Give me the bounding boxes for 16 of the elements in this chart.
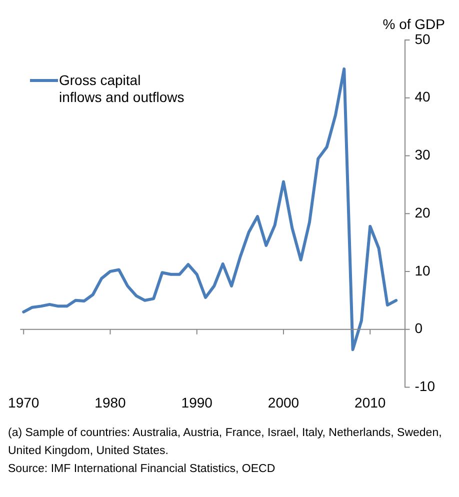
x-tick-label: 1980 (94, 394, 126, 410)
text: (a) Sample of countries: Australia, Austria, France, Israel, Italy, Netherlands, Sweden, United Kingdom, United States. (8, 426, 443, 459)
y-tick-label: 30 (414, 146, 431, 163)
x-tick-label: 2010 (354, 394, 386, 410)
y-tick-label: 10 (414, 262, 431, 278)
y-tick-label: 0 (414, 320, 423, 336)
x-tick-label: 2000 (268, 394, 300, 410)
y-tick-label: -10 (414, 378, 436, 394)
y-tick-label: 20 (414, 204, 431, 220)
x-tick-label: 1990 (181, 394, 213, 410)
source-note: Source: IMF International Financial Statistics, OECD (8, 462, 276, 477)
y-axis-title: % of GDP (382, 16, 445, 32)
y-tick-label: 50 (414, 30, 431, 47)
legend-label: Gross capital inflows and outflows (59, 72, 186, 106)
y-tick-label: 40 (414, 88, 431, 105)
x-tick-label: 1970 (8, 394, 40, 410)
